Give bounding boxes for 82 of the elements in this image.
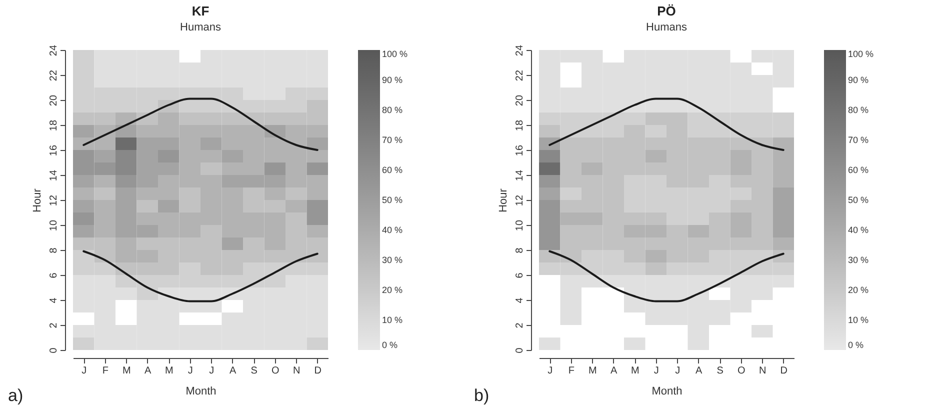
color-bar-label: 80 % [848,105,869,115]
color-bar-label: 0 % [382,340,398,350]
x-tick-label: A [230,366,237,376]
y-tick-label: 16 [48,144,60,156]
y-tick-label: 14 [48,170,60,182]
color-bar-label: 100 % [848,49,874,59]
color-bar-label: 10 % [382,315,403,325]
y-tick-label: 20 [48,94,60,106]
x-tick-label: J [548,366,553,376]
color-bar-label: 50 % [382,195,403,205]
color-bar-label: 30 % [382,255,403,265]
x-tick-label: N [293,366,300,376]
color-bar-label: 60 % [848,165,869,175]
x-tick-label: A [610,366,618,376]
x-tick-label: A [696,366,703,376]
y-tick-label: 2 [514,322,526,328]
x-tick-label: N [759,366,766,376]
x-tick-label: M [164,366,174,376]
y-tick-label: 10 [48,220,60,232]
y-tick-label: 24 [514,44,526,56]
y-tick-label: 0 [48,347,60,354]
x-tick-label: D [314,366,322,376]
y-tick-label: 6 [48,272,60,278]
x-tick-label: M [588,366,597,376]
color-bar-label: 70 % [382,135,403,145]
y-axis-title: Hour [32,188,44,212]
x-tick-label: J [188,366,193,376]
color-bar-label: 20 % [848,285,869,295]
y-tick-label: 24 [48,44,60,56]
y-tick-label: 10 [514,220,526,232]
x-tick-label: J [654,366,659,376]
y-tick-label: 2 [48,322,60,328]
x-tick-label: F [568,366,574,376]
color-bar-label: 10 % [848,315,869,325]
chart-title: KF [192,3,210,18]
y-tick-label: 16 [514,144,526,156]
color-bar-label: 0 % [848,340,864,350]
y-tick-label: 8 [514,247,526,254]
y-tick-label: 20 [514,94,526,106]
y-tick-label: 22 [48,70,60,82]
y-tick-label: 12 [514,194,526,206]
x-tick-label: D [780,366,788,376]
x-tick-label: S [716,366,724,376]
y-axis-title: Hour [498,188,510,212]
y-tick-label: 4 [48,297,60,304]
x-tick-label: J [82,366,87,376]
x-tick-label: J [675,366,680,376]
y-tick-label: 0 [514,347,526,354]
x-tick-label: F [102,366,108,376]
text: a) [8,386,24,406]
x-tick-label: O [737,366,746,376]
y-tick-label: 22 [514,70,526,82]
color-bar-label: 50 % [848,195,869,205]
y-tick-label: 18 [514,120,526,132]
color-bar-label: 60 % [382,165,403,175]
x-tick-label: M [630,366,640,376]
color-bar-label: 90 % [382,75,403,85]
chart-subtitle: Humans [646,21,688,34]
x-tick-label: J [209,366,214,376]
x-tick-label: S [250,366,258,376]
color-bar-label: 90 % [848,75,869,85]
x-tick-label: O [271,366,280,376]
color-bar-label: 40 % [382,225,403,235]
color-bar-label: 80 % [382,105,403,115]
y-tick-label: 6 [514,272,526,278]
y-tick-label: 18 [48,120,60,132]
color-bar-label: 100 % [382,49,408,59]
text: b) [474,386,490,406]
x-axis-title: Month [186,386,216,398]
x-axis-title: Month [652,386,682,398]
chart-subtitle: Humans [180,21,222,34]
y-tick-label: 4 [514,297,526,304]
y-tick-label: 8 [48,247,60,254]
color-bar-label: 30 % [848,255,869,265]
y-tick-label: 14 [514,170,526,182]
y-tick-label: 12 [48,194,60,206]
color-bar-label: 70 % [848,135,869,145]
color-bar-label: 40 % [848,225,869,235]
color-bar-label: 20 % [382,285,403,295]
x-tick-label: M [122,366,131,376]
x-tick-label: A [144,366,152,376]
chart-title: PÖ [657,3,676,18]
